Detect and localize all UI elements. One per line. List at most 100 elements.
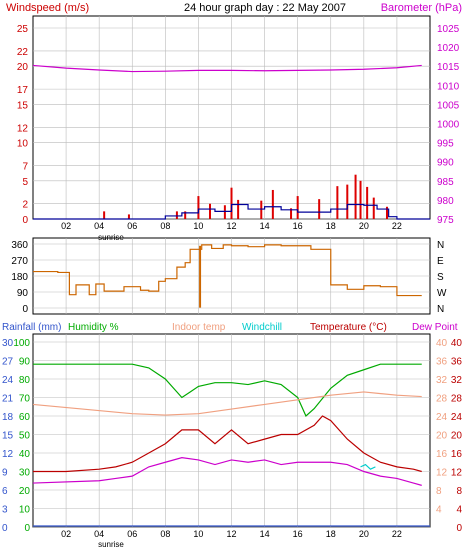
humidity-line xyxy=(33,363,422,417)
x-tick-label: 04 xyxy=(94,529,104,539)
grid-lines xyxy=(33,16,430,528)
barometer-tick-label: 1025 xyxy=(437,24,460,35)
barometer-tick-label: 990 xyxy=(437,158,454,169)
temperature-right-tick-label: 8 xyxy=(456,486,462,497)
dewpoint-line xyxy=(32,457,422,486)
direction-tick-label: 180 xyxy=(11,272,28,283)
windspeed-tick-label: 12 xyxy=(17,123,29,134)
rainfall-tick-label: 18 xyxy=(2,412,14,423)
rainfall-tick-label: 30 xyxy=(2,338,14,349)
temperature-right-tick-label: 24 xyxy=(451,412,463,423)
humidity-tick-label: 20 xyxy=(19,486,31,497)
humidity-tick-label: 70 xyxy=(19,394,31,405)
x-tick-label: 18 xyxy=(326,221,336,231)
gust-bar xyxy=(271,189,274,219)
barometer-tick-label: 1010 xyxy=(437,81,460,92)
humidity-tick-label: 10 xyxy=(19,505,31,516)
x-tick-label: 04 xyxy=(94,221,104,231)
compass-tick-label: N xyxy=(437,304,444,315)
barometer-tick-label: 985 xyxy=(437,177,454,188)
temperature-left-tick-label: 16 xyxy=(436,449,448,460)
x-tick-label: 02 xyxy=(61,529,71,539)
gust-bar xyxy=(184,211,187,219)
legend-windchill: Windchill xyxy=(242,322,282,333)
temperature-left-tick-label: 24 xyxy=(436,412,448,423)
rainfall-tick-label: 15 xyxy=(2,431,14,442)
windspeed-tick-label: 15 xyxy=(17,100,29,111)
legend-dewpoint: Dew Point xyxy=(412,322,458,333)
temperature-left-tick-label: 20 xyxy=(436,431,448,442)
gust-bar xyxy=(354,174,357,219)
temperature-left-tick-label: 40 xyxy=(436,338,448,349)
rainfall-tick-label: 21 xyxy=(2,394,14,405)
compass-tick-label: W xyxy=(437,288,447,299)
x-tick-label: 08 xyxy=(160,529,170,539)
x-tick-label: 20 xyxy=(359,529,369,539)
gust-bar xyxy=(223,205,226,219)
humidity-tick-label: 60 xyxy=(19,412,31,423)
rainfall-tick-label: 6 xyxy=(2,486,8,497)
gust-bar xyxy=(290,208,293,219)
windspeed-tick-label: 0 xyxy=(22,215,28,226)
legend-indoor: Indoor temp xyxy=(172,322,226,333)
barometer-axis-label: Barometer (hPa) xyxy=(381,2,462,14)
temperature-left-tick-label: 4 xyxy=(436,505,442,516)
direction-tick-label: 90 xyxy=(17,288,29,299)
x-tick-label: 14 xyxy=(260,529,270,539)
compass-tick-label: E xyxy=(437,256,444,267)
x-tick-label: 14 xyxy=(260,221,270,231)
x-tick-label: 08 xyxy=(160,221,170,231)
rainfall-tick-label: 0 xyxy=(2,523,8,534)
rainfall-tick-label: 9 xyxy=(2,468,8,479)
temperature-right-tick-label: 0 xyxy=(456,523,462,534)
barometer-tick-label: 975 xyxy=(437,215,454,226)
gust-bar xyxy=(127,214,130,219)
windspeed-tick-label: 5 xyxy=(22,177,28,188)
gust-bar xyxy=(296,196,299,219)
rainfall-tick-label: 27 xyxy=(2,357,14,368)
gust-bar xyxy=(197,196,200,219)
barometer-line xyxy=(32,64,422,73)
gust-bar xyxy=(237,199,240,219)
temperature-left-tick-label: 36 xyxy=(436,357,448,368)
x-tick-label: 20 xyxy=(359,221,369,231)
temperature-right-tick-label: 36 xyxy=(451,357,463,368)
gust-bar xyxy=(366,186,369,219)
windspeed-tick-label: 22 xyxy=(17,47,29,58)
legend-rainfall: Rainfall (mm) xyxy=(2,322,61,333)
x-tick-label: 12 xyxy=(226,221,236,231)
temperature-right-tick-label: 28 xyxy=(451,394,463,405)
rainfall-tick-label: 3 xyxy=(2,505,8,516)
gust-bar xyxy=(318,199,321,219)
temperature-right-tick-label: 12 xyxy=(451,468,463,479)
barometer-tick-label: 1005 xyxy=(437,100,460,111)
wind-average-line xyxy=(33,203,430,220)
temperature-right-tick-label: 20 xyxy=(451,431,463,442)
gust-bar xyxy=(346,184,349,219)
indoor-temp-line xyxy=(32,391,422,416)
x-tick-label: 12 xyxy=(226,529,236,539)
gust-bar xyxy=(372,197,375,219)
legend-temperature: Temperature (°C) xyxy=(310,322,387,333)
humidity-tick-label: 80 xyxy=(19,375,31,386)
x-tick-label: 16 xyxy=(293,221,303,231)
compass-tick-label: S xyxy=(437,272,444,283)
gust-bar xyxy=(260,200,263,219)
x-tick-label: 02 xyxy=(61,221,71,231)
gust-bar xyxy=(175,211,178,219)
gust-bar xyxy=(103,211,106,219)
x-tick-label: 22 xyxy=(392,221,402,231)
graph-title: 24 hour graph day : 22 May 2007 xyxy=(184,2,346,14)
temperature-right-tick-label: 16 xyxy=(451,449,463,460)
direction-tick-label: 270 xyxy=(11,256,28,267)
rainfall-tick-label: 12 xyxy=(2,449,14,460)
temperature-left-tick-label: 32 xyxy=(436,375,448,386)
humidity-tick-label: 0 xyxy=(24,523,30,534)
temperature-right-tick-label: 4 xyxy=(456,505,462,516)
x-tick-label: 18 xyxy=(326,529,336,539)
x-tick-label: 06 xyxy=(127,221,137,231)
temperature-left-tick-label: 8 xyxy=(436,486,442,497)
humidity-tick-label: 90 xyxy=(19,357,31,368)
barometer-tick-label: 1000 xyxy=(437,120,460,131)
series-lines xyxy=(32,64,430,527)
